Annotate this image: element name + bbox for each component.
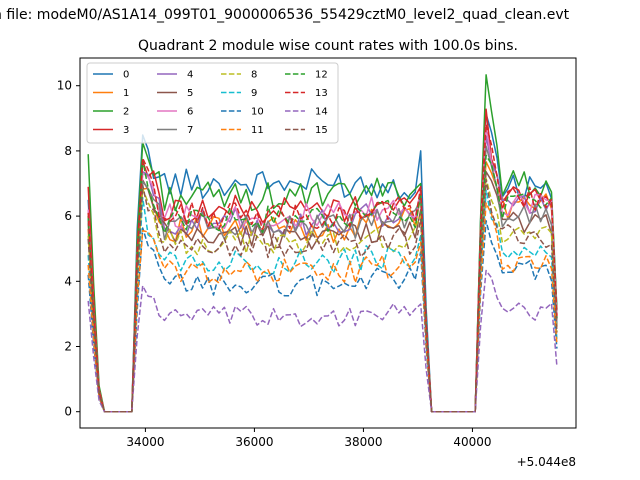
- series-lines: [87, 74, 558, 413]
- legend-label-12: 12: [315, 70, 328, 81]
- legend-box: [86, 62, 339, 144]
- x-axis: 34000 36000 38000 40000: [126, 428, 492, 449]
- legend-label-9: 9: [251, 88, 257, 99]
- series-line-13: [87, 123, 558, 413]
- legend-label-1: 1: [123, 88, 129, 99]
- legend-label-11: 11: [251, 125, 264, 136]
- plot-area-frame: [79, 57, 577, 429]
- legend-label-8: 8: [251, 70, 257, 81]
- y-tick-label: 0: [64, 405, 72, 419]
- legend-label-0: 0: [123, 70, 129, 81]
- y-tick-label: 10: [57, 79, 72, 93]
- y-tick-label: 4: [64, 274, 72, 288]
- chart-title: Quadrant 2 module wise count rates with …: [138, 38, 518, 54]
- figure-suptitle: n file: modeM0/AS1A14_099T01_9000006536_…: [0, 7, 570, 23]
- x-tick-label: 40000: [453, 435, 491, 449]
- x-axis-offset-label: +5.044e8: [517, 455, 576, 469]
- legend-label-2: 2: [123, 107, 129, 118]
- series-line-15: [87, 178, 558, 413]
- legend-label-6: 6: [187, 107, 193, 118]
- y-axis: 0 2 4 6 8 10: [57, 79, 80, 419]
- series-line-6: [87, 124, 558, 413]
- legend-label-14: 14: [315, 107, 328, 118]
- x-tick-label: 36000: [235, 435, 273, 449]
- y-tick-label: 8: [64, 144, 72, 158]
- series-line-3: [87, 108, 558, 413]
- legend-label-7: 7: [187, 125, 193, 136]
- legend-label-3: 3: [123, 125, 129, 136]
- series-line-9: [87, 189, 558, 413]
- y-tick-label: 2: [64, 340, 72, 354]
- legend-label-15: 15: [315, 125, 328, 136]
- x-tick-label: 34000: [126, 435, 164, 449]
- legend-label-5: 5: [187, 88, 193, 99]
- legend-label-4: 4: [187, 70, 193, 81]
- x-tick-label: 38000: [344, 435, 382, 449]
- series-line-12: [87, 154, 558, 413]
- legend-label-10: 10: [251, 107, 264, 118]
- legend-label-13: 13: [315, 88, 328, 99]
- series-line-11: [87, 202, 558, 413]
- series-line-14: [87, 269, 558, 413]
- y-tick-label: 6: [64, 209, 72, 223]
